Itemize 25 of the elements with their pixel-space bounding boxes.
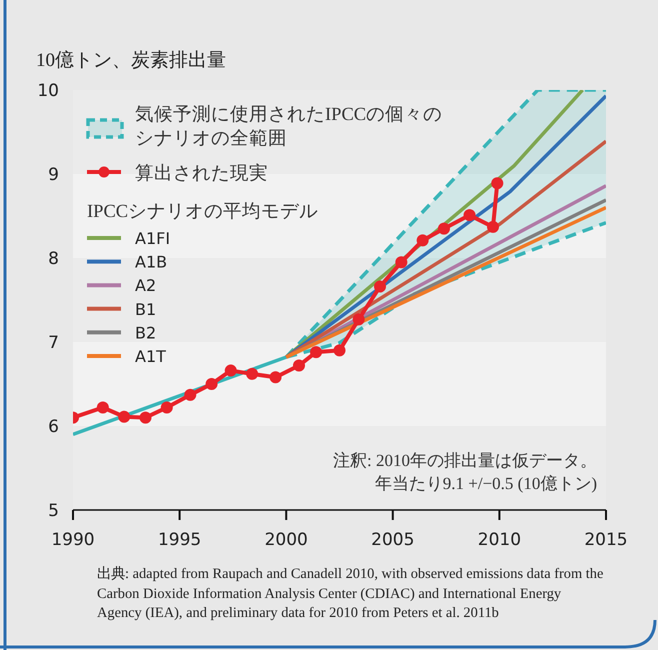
y-tick-label: 9: [48, 165, 59, 185]
legend-label: A1B: [135, 252, 168, 272]
x-tick-label: 1995: [158, 530, 202, 550]
x-tick-label: 2000: [264, 530, 308, 550]
legend-label: 算出された現実: [135, 162, 268, 184]
legend-label: 気候予測に使用されたIPCCの個々のシナリオの全範囲: [135, 104, 442, 149]
legend-label: B2: [135, 323, 156, 342]
x-tick-label: 1990: [51, 530, 95, 550]
legend-label: B1: [135, 300, 156, 319]
y-axis-title: 10億トン、炭素排出量: [36, 50, 226, 71]
legend-title: IPCCシナリオの平均モデル: [87, 201, 318, 222]
source-note: 出典: adapted from Raupach and Canadell 2010, with observed emissions data from the Carbon Dioxide Information Analysis Center (CDIAC) and International Energy Agency (IEA), and preliminary data for 2010 from Peters et al. 2011b: [97, 565, 604, 623]
y-tick-label: 10: [37, 81, 59, 101]
annotation: 年当たり9.1 +/−0.5 (10億トン): [374, 474, 597, 493]
y-tick-label: 5: [48, 501, 59, 521]
legend-label: A2: [135, 276, 156, 296]
x-tick-label: 2005: [371, 530, 414, 550]
y-tick-label: 8: [48, 249, 59, 269]
x-tick-label: 2010: [478, 530, 522, 550]
legend-label: A1T: [135, 347, 166, 366]
y-tick-label: 7: [48, 333, 59, 353]
annotation: 注釈: 2010年の排出量は仮データ。: [333, 451, 597, 470]
y-tick-label: 6: [48, 417, 59, 437]
x-tick-label: 2015: [584, 530, 628, 550]
legend-label: A1FI: [135, 229, 170, 248]
